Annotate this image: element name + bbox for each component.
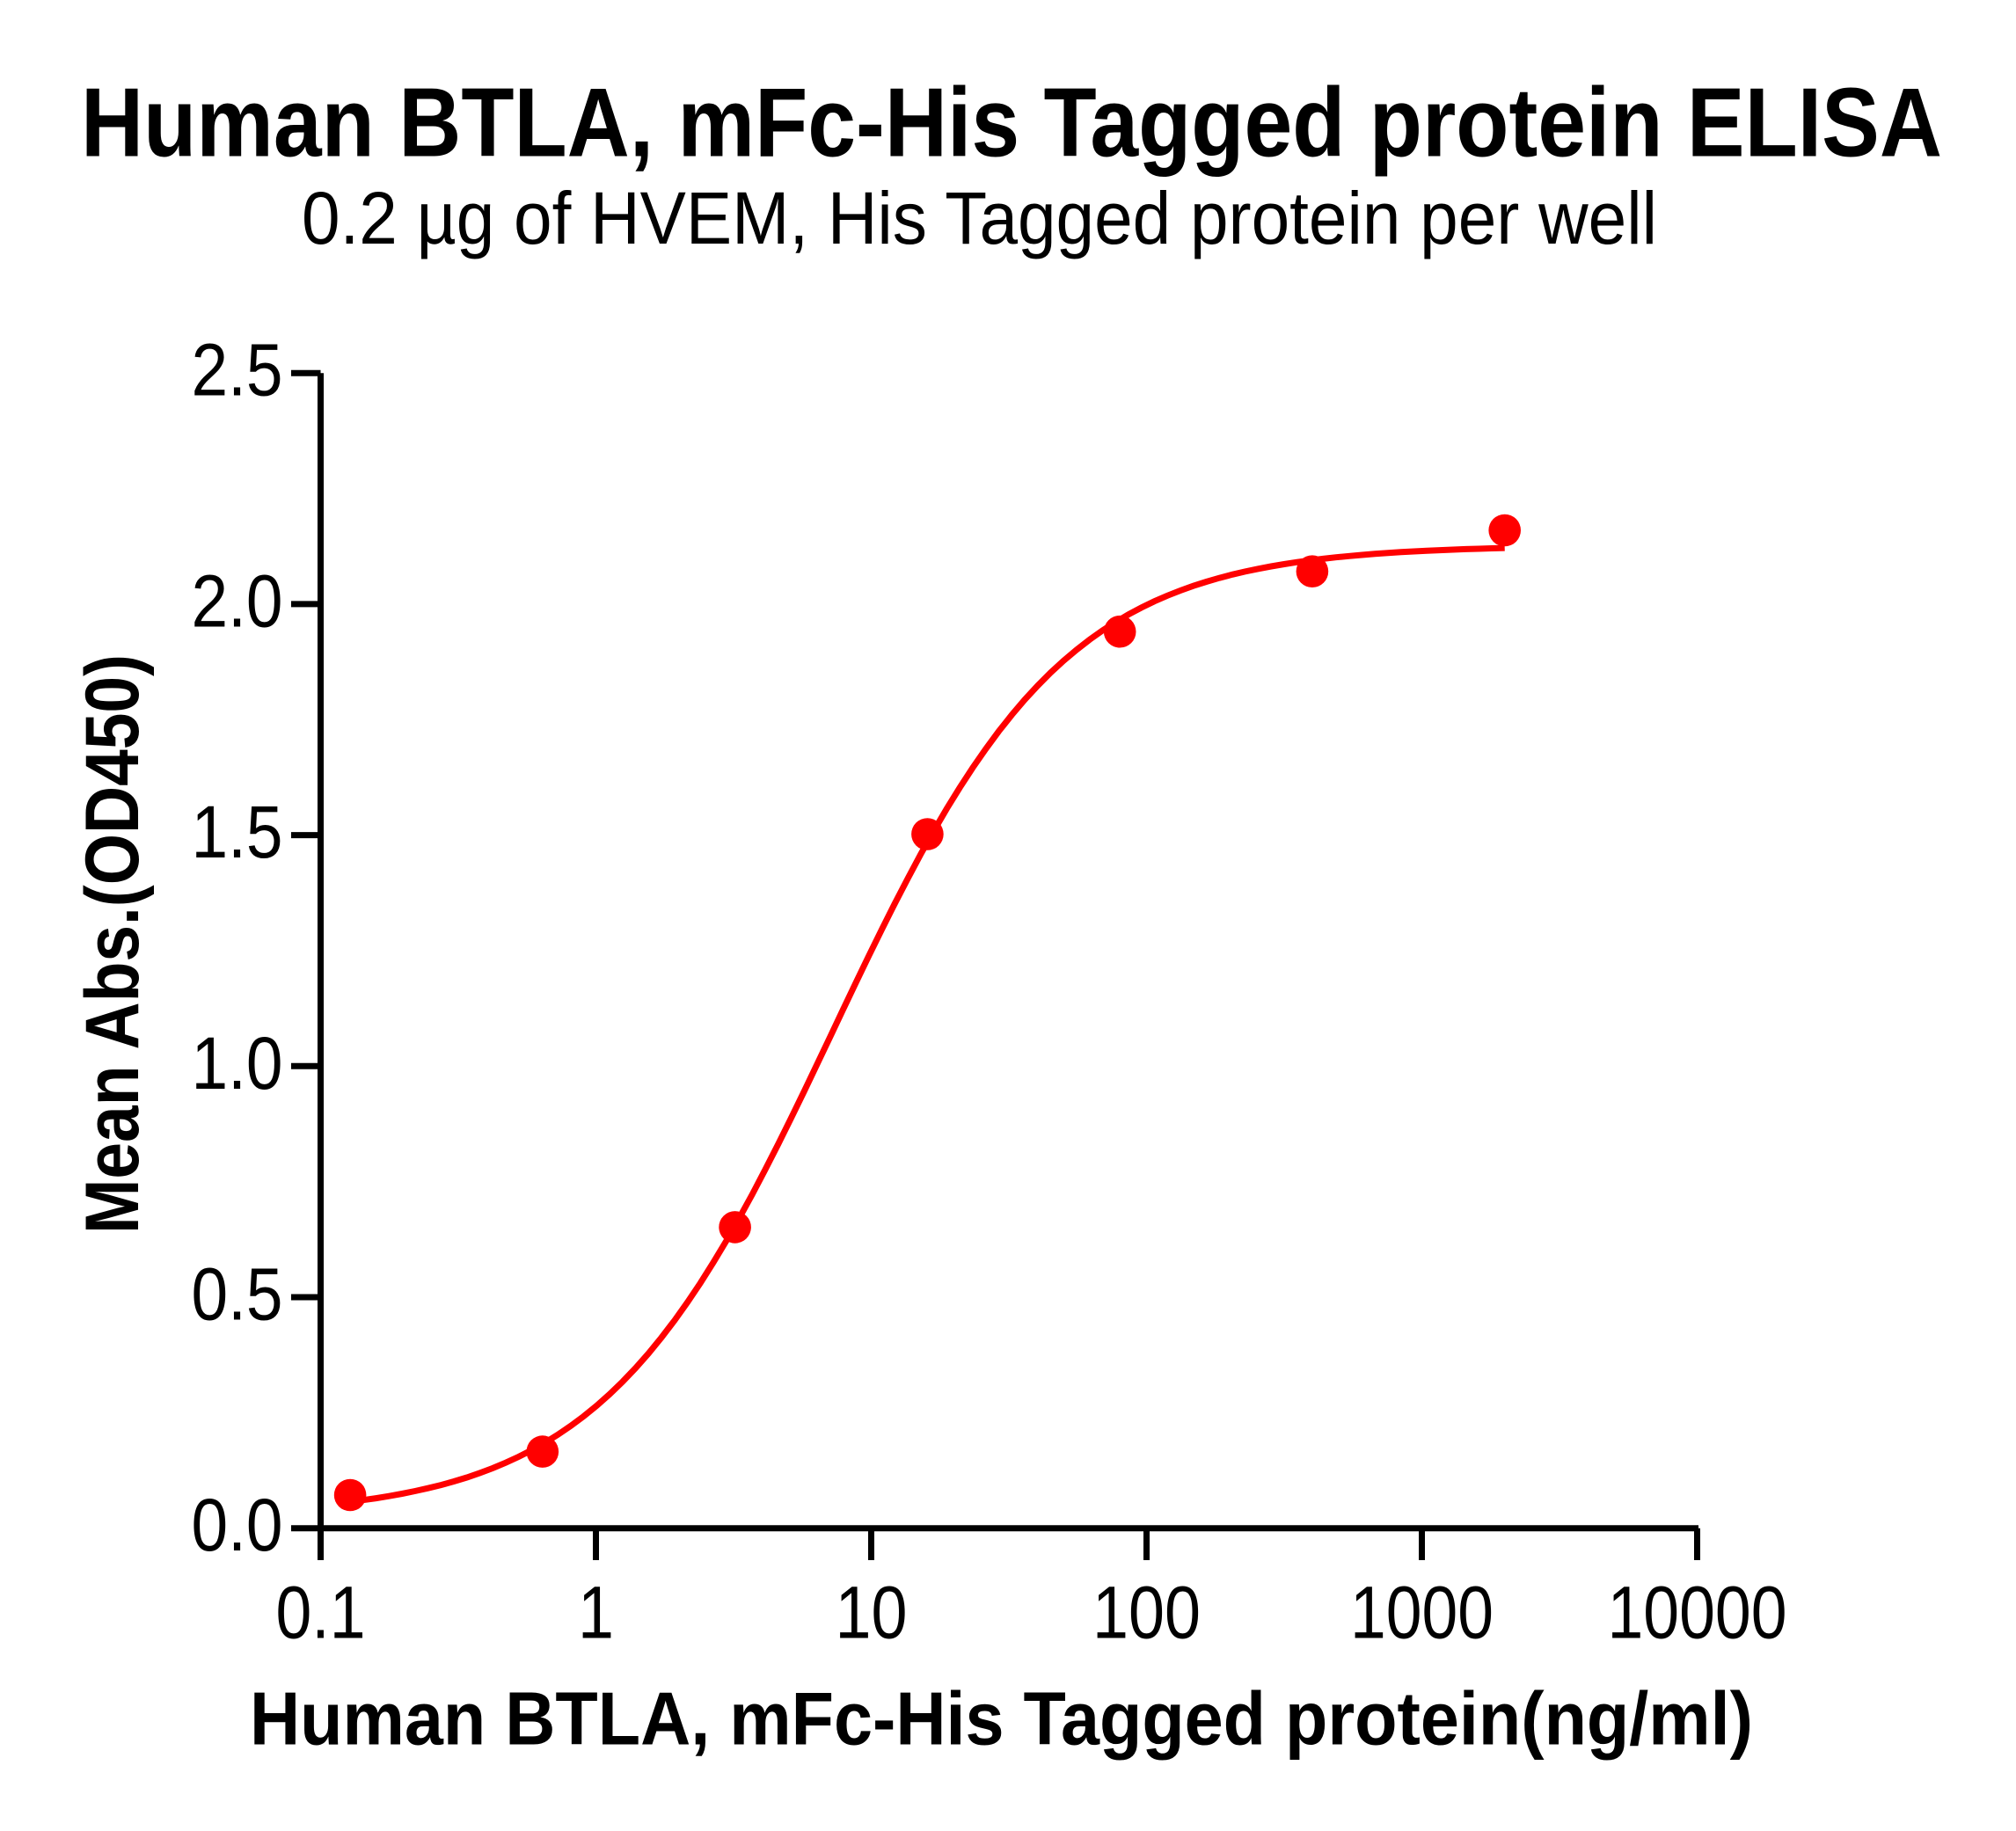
svg-text:0.0: 0.0 [192,1484,283,1566]
svg-text:10000: 10000 [1608,1572,1787,1654]
svg-text:10: 10 [836,1572,908,1654]
svg-text:100: 100 [1092,1572,1201,1654]
svg-text:2.5: 2.5 [192,329,283,412]
svg-text:Mean Abs.(OD450): Mean Abs.(OD450) [70,654,155,1234]
svg-text:0.5: 0.5 [192,1253,283,1336]
svg-text:1.5: 1.5 [192,791,283,873]
svg-text:2.0: 2.0 [192,559,283,642]
svg-text:1000: 1000 [1350,1572,1494,1654]
svg-text:0.1: 0.1 [276,1572,366,1654]
svg-text:0.2 µg of HVEM, His Tagged pro: 0.2 µg of HVEM, His Tagged protein per w… [302,177,1657,259]
svg-text:Human BTLA, mFc-His Tagged pro: Human BTLA, mFc-His Tagged protein(ng/ml… [250,1678,1753,1762]
svg-text:Human BTLA, mFc-His Tagged pro: Human BTLA, mFc-His Tagged protein ELISA [81,69,1942,178]
svg-text:1.0: 1.0 [192,1022,283,1105]
svg-text:1: 1 [578,1572,614,1654]
